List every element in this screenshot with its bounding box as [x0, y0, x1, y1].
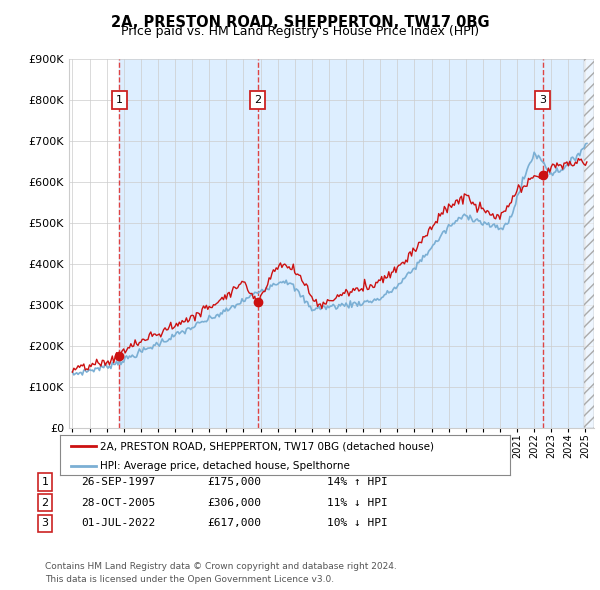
Bar — [257, 59, 542, 428]
Text: HPI: Average price, detached house, Spelthorne: HPI: Average price, detached house, Spel… — [101, 461, 350, 471]
Text: 2: 2 — [254, 95, 261, 105]
Text: 01-JUL-2022: 01-JUL-2022 — [81, 519, 155, 528]
Text: 28-OCT-2005: 28-OCT-2005 — [81, 498, 155, 507]
Text: 2: 2 — [41, 498, 49, 507]
Text: 10% ↓ HPI: 10% ↓ HPI — [327, 519, 388, 528]
Text: 2A, PRESTON ROAD, SHEPPERTON, TW17 0BG (detached house): 2A, PRESTON ROAD, SHEPPERTON, TW17 0BG (… — [101, 441, 434, 451]
Text: 14% ↑ HPI: 14% ↑ HPI — [327, 477, 388, 487]
Text: £617,000: £617,000 — [207, 519, 261, 528]
Text: Contains HM Land Registry data © Crown copyright and database right 2024.: Contains HM Land Registry data © Crown c… — [45, 562, 397, 571]
Text: £306,000: £306,000 — [207, 498, 261, 507]
Text: 3: 3 — [539, 95, 546, 105]
Bar — [584, 59, 594, 428]
Text: 1: 1 — [41, 477, 49, 487]
Bar — [542, 59, 594, 428]
Text: 26-SEP-1997: 26-SEP-1997 — [81, 477, 155, 487]
Text: 1: 1 — [116, 95, 123, 105]
Text: £175,000: £175,000 — [207, 477, 261, 487]
Text: This data is licensed under the Open Government Licence v3.0.: This data is licensed under the Open Gov… — [45, 575, 334, 584]
Bar — [584, 59, 594, 428]
Text: Price paid vs. HM Land Registry's House Price Index (HPI): Price paid vs. HM Land Registry's House … — [121, 25, 479, 38]
Text: 11% ↓ HPI: 11% ↓ HPI — [327, 498, 388, 507]
Text: 2A, PRESTON ROAD, SHEPPERTON, TW17 0BG: 2A, PRESTON ROAD, SHEPPERTON, TW17 0BG — [110, 15, 490, 30]
Bar — [119, 59, 257, 428]
Text: 3: 3 — [41, 519, 49, 528]
